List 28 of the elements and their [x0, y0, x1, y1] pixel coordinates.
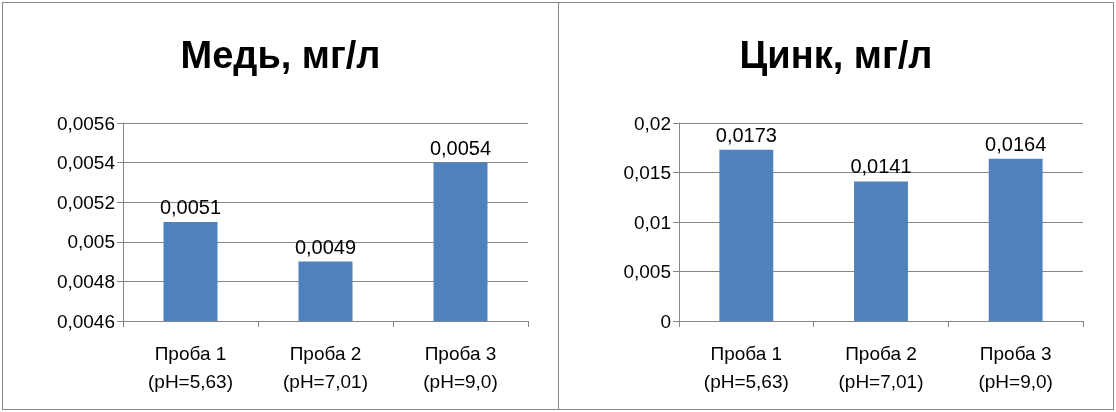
y-tick-label: 0,0056 [56, 112, 115, 134]
y-tick-label: 0,0052 [56, 191, 115, 213]
data-label: 0,0049 [294, 235, 357, 258]
x-tick-label: Проба 3 (pH=9,0) [423, 342, 498, 392]
y-tick-label: 0,005 [67, 231, 115, 253]
y-tick-label: 0,0046 [56, 310, 115, 332]
x-tick-label: Проба 1 (pH=5,63) [147, 342, 234, 392]
y-tick-label: 0,0048 [56, 270, 115, 292]
x-tick-label: Проба 3 (pH=9,0) [978, 342, 1053, 392]
chart-title: Цинк, мг/л [739, 34, 933, 76]
bar [854, 181, 908, 321]
y-tick-label: 0,0054 [56, 152, 116, 174]
x-tick-label: Проба 2 (pH=7,01) [282, 342, 369, 392]
y-tick-label: 0 [660, 310, 671, 332]
x-tick-label: Проба 1 (pH=5,63) [703, 342, 789, 392]
bar [988, 158, 1043, 321]
x-tick-label: Проба 2 (pH=7,01) [838, 342, 924, 392]
y-tick-label: 0,01 [634, 211, 671, 233]
data-label: 0,0173 [715, 123, 777, 146]
y-tick-label: 0,015 [623, 162, 671, 183]
bar [719, 149, 774, 321]
data-label: 0,0164 [985, 132, 1047, 155]
data-label: 0,0051 [159, 196, 222, 218]
data-label: 0,0054 [429, 136, 492, 159]
chart-title: Медь, мг/л [180, 34, 381, 76]
y-tick-label: 0,02 [634, 112, 671, 134]
data-label: 0,0141 [850, 155, 912, 178]
y-tick-label: 0,005 [623, 261, 671, 282]
